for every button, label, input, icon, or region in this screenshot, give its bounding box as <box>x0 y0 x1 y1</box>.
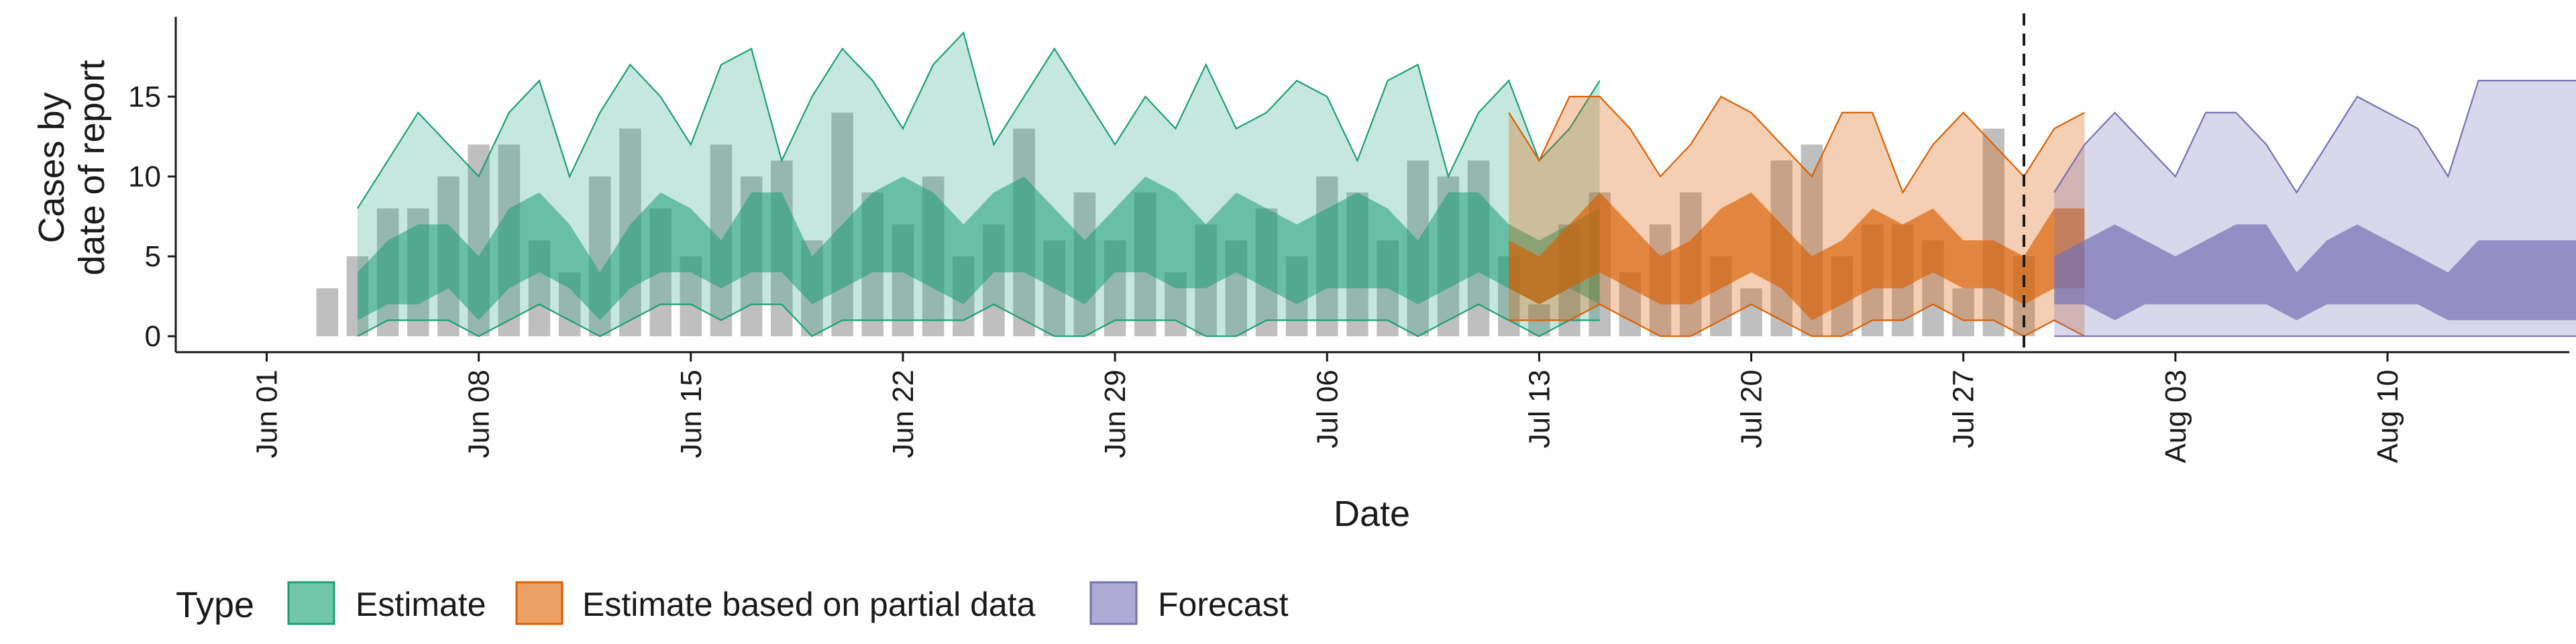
y-tick-label: 15 <box>128 80 161 113</box>
x-tick-label: Jul 20 <box>1735 370 1768 448</box>
forecast-band-50 <box>2054 224 2576 321</box>
y-axis-title-line-1: Cases by <box>32 92 72 243</box>
x-tick-label: Jun 08 <box>463 370 496 458</box>
legend-label-estimate: Estimate <box>356 586 486 623</box>
x-tick-label: Jun 22 <box>887 370 920 458</box>
legend-title: Type <box>176 585 254 625</box>
legend-swatch-estimate <box>287 581 335 625</box>
legend-label-forecast: Forecast <box>1158 586 1289 623</box>
plot-area <box>316 13 2576 352</box>
x-axis-title: Date <box>1334 494 1410 534</box>
x-tick-label: Jun 29 <box>1099 370 1132 458</box>
estimate-band-50 <box>358 176 1600 321</box>
x-tick-label: Jun 15 <box>675 370 708 458</box>
estimate-lower-line <box>357 303 1600 337</box>
reported-cases-bar <box>1982 128 2005 337</box>
reported-cases-bar <box>1740 288 1762 337</box>
legend-swatch-partial <box>515 581 564 625</box>
x-tick-label: Jun 01 <box>251 370 284 458</box>
axes: 0 5 10 15 Jun 01 Jun 08 Jun 15 Jun 22 Jun 29 Jul … <box>128 17 2569 463</box>
reported-cases-bar <box>316 288 339 337</box>
forecast-upper-line <box>2053 80 2576 194</box>
y-tick-label: 5 <box>145 240 161 273</box>
x-tick-label: Jul 06 <box>1311 370 1344 448</box>
legend: Type Estimate Estimate based on partial … <box>176 581 1289 625</box>
partial-band-50 <box>1509 192 2085 321</box>
x-tick-label: Aug 10 <box>2371 370 2404 463</box>
x-tick-label: Jul 13 <box>1523 370 1556 448</box>
estimate-upper-line <box>357 31 1601 209</box>
legend-label-partial: Estimate based on partial data <box>582 586 1036 623</box>
partial-lower-line <box>1509 303 2085 337</box>
partial-upper-line <box>1508 95 2085 195</box>
x-tick-label: Jul 27 <box>1947 370 1980 448</box>
reported-cases-bar <box>1952 288 1974 337</box>
legend-swatch-forecast <box>1089 581 1138 625</box>
y-axis-title-line-2: date of report <box>72 60 112 275</box>
y-tick-label: 10 <box>128 160 161 193</box>
x-tick-label: Aug 03 <box>2159 370 2192 463</box>
y-tick-label: 0 <box>145 320 161 353</box>
